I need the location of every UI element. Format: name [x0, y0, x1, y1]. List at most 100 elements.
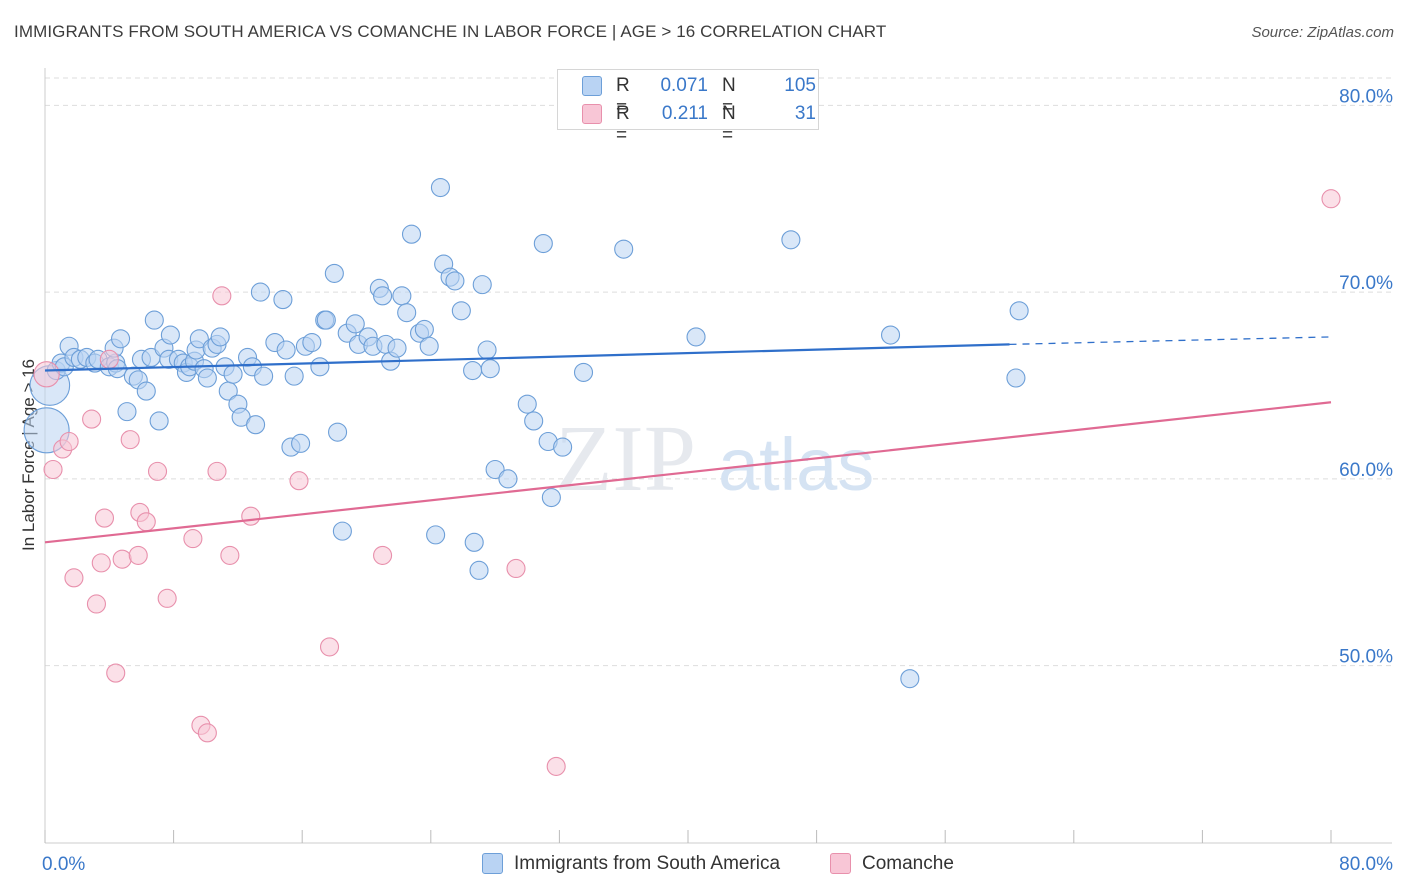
legend-n-label: N = — [722, 103, 736, 146]
data-point — [82, 409, 102, 429]
data-point — [900, 669, 920, 689]
data-point — [144, 310, 164, 330]
data-point — [401, 224, 422, 244]
y-tick-label: 60.0% — [1339, 460, 1393, 481]
data-point — [254, 366, 274, 386]
data-point — [541, 487, 561, 508]
data-point — [43, 459, 63, 480]
bottom-legend-swatch-blue — [482, 853, 503, 874]
legend-n-label: N = — [722, 75, 736, 118]
data-point — [59, 431, 79, 452]
data-point — [160, 325, 180, 345]
legend-r-label: R = — [616, 75, 630, 118]
data-point — [498, 469, 518, 489]
data-point — [485, 459, 505, 480]
data-point — [477, 340, 497, 360]
data-point — [212, 286, 232, 306]
data-point — [392, 286, 412, 306]
data-point — [414, 319, 434, 339]
legend-r-value: 0.211 — [661, 103, 708, 124]
trend-line-comanche — [44, 401, 1332, 544]
data-point — [99, 349, 119, 369]
data-point — [276, 340, 296, 360]
data-point — [183, 529, 203, 549]
trend-lines — [44, 336, 1332, 544]
trend-line-south-america — [44, 343, 1010, 372]
legend-swatch-pink — [582, 104, 602, 124]
y-tick-label: 50.0% — [1339, 647, 1393, 668]
data-point — [781, 230, 801, 250]
data-point — [373, 545, 393, 565]
watermark: ZIP atlas — [555, 407, 874, 511]
data-point — [197, 368, 217, 388]
data-point — [614, 239, 634, 259]
data-point — [686, 327, 706, 347]
trend-line-south-america-extension — [1009, 336, 1332, 346]
data-point — [64, 568, 84, 588]
data-point — [445, 271, 465, 291]
series-south-america-points — [23, 177, 1029, 689]
data-point — [241, 506, 261, 526]
data-point — [880, 325, 901, 345]
data-point — [546, 756, 566, 776]
bottom-legend-swatch-pink — [830, 853, 851, 874]
data-point — [319, 637, 340, 657]
data-point — [573, 362, 594, 382]
data-point — [302, 332, 322, 353]
data-point — [310, 357, 330, 377]
y-tick-label: 80.0% — [1339, 86, 1393, 107]
data-point — [111, 329, 131, 349]
data-point — [223, 364, 243, 384]
data-point — [136, 512, 156, 532]
legend-n-value: 105 — [784, 75, 816, 96]
data-point — [291, 433, 311, 453]
data-point — [451, 301, 471, 321]
data-point — [149, 411, 169, 431]
watermark-atlas: atlas — [718, 423, 874, 506]
axes — [44, 68, 1392, 844]
data-point — [506, 558, 526, 579]
legend-r-label: R = — [616, 103, 630, 146]
data-point — [157, 588, 177, 608]
data-point — [207, 461, 227, 481]
data-point — [553, 437, 573, 457]
data-point — [464, 532, 484, 552]
legend-n-value: 31 — [794, 103, 816, 124]
source-credit: Source: ZipAtlas.com — [1251, 24, 1394, 41]
data-point — [426, 525, 446, 545]
data-point — [94, 508, 115, 528]
data-point — [147, 461, 168, 481]
data-point — [397, 303, 417, 323]
data-point — [419, 336, 439, 356]
data-point — [106, 663, 126, 683]
data-point — [517, 394, 537, 414]
data-point — [324, 263, 344, 283]
bottom-legend-label: Immigrants from South America — [514, 853, 781, 874]
data-point — [250, 282, 270, 302]
data-point — [524, 411, 544, 431]
data-point — [463, 360, 483, 381]
data-point — [189, 329, 209, 349]
data-point — [316, 310, 336, 330]
data-point — [1321, 189, 1341, 209]
data-point — [273, 290, 293, 310]
data-point — [33, 361, 60, 388]
data-point — [136, 381, 156, 401]
data-point — [430, 177, 450, 198]
data-point — [91, 553, 111, 573]
x-tick-label: 0.0% — [42, 854, 85, 875]
data-point — [472, 275, 492, 295]
data-point — [480, 359, 500, 379]
data-point — [284, 366, 304, 386]
data-point — [1006, 368, 1026, 388]
data-point — [533, 233, 553, 254]
series-comanche-points — [33, 189, 1341, 776]
chart-title: IMMIGRANTS FROM SOUTH AMERICA VS COMANCH… — [14, 22, 887, 41]
x-tick-label: 80.0% — [1339, 854, 1393, 875]
data-point — [117, 402, 137, 422]
data-point — [220, 545, 240, 565]
data-point — [387, 338, 407, 358]
data-point — [112, 549, 132, 569]
watermark-zip: ZIP — [555, 407, 696, 511]
